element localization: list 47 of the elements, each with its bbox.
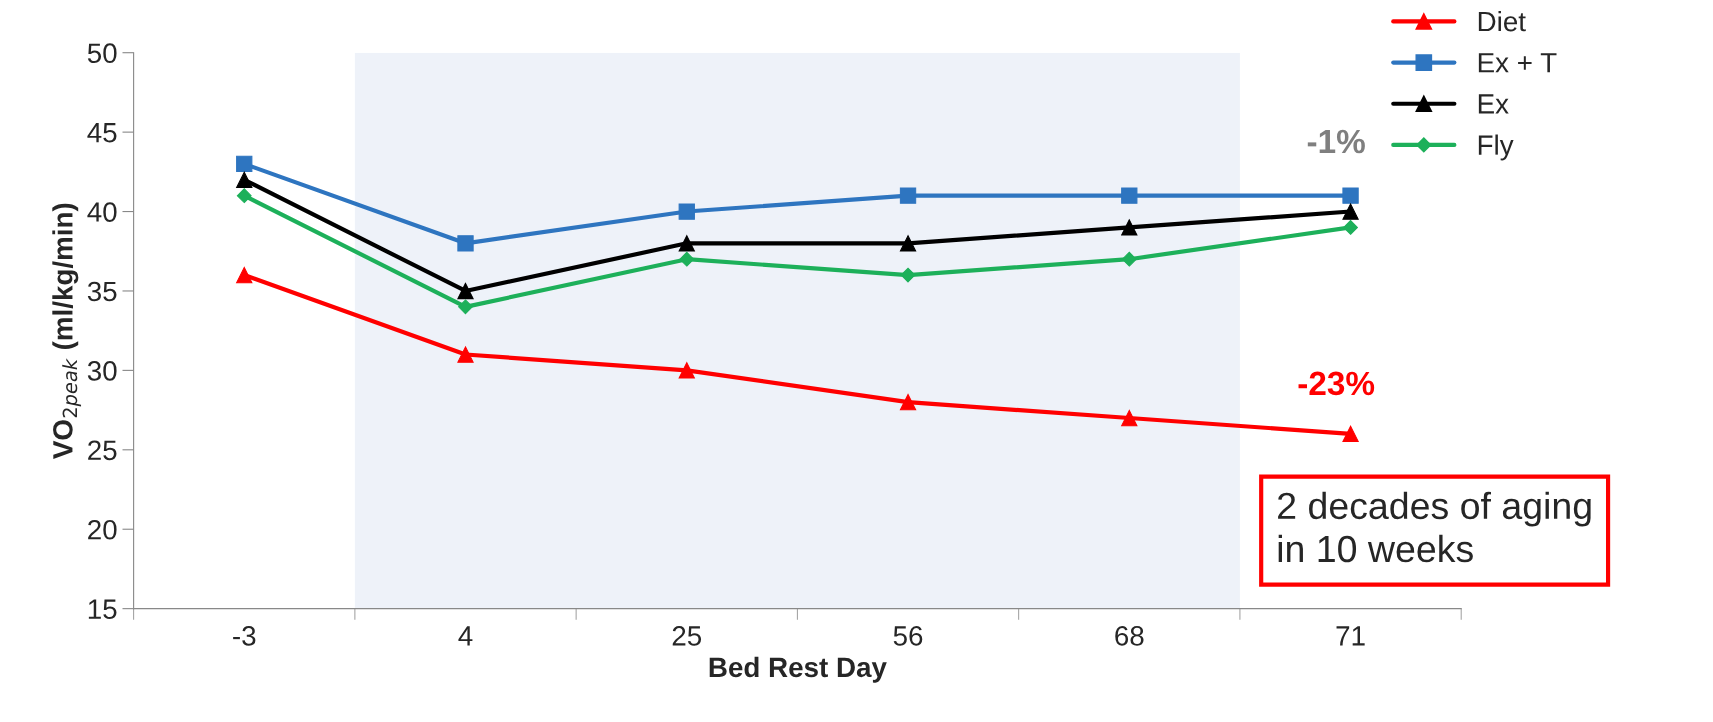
point [1342, 425, 1359, 443]
point [678, 235, 695, 252]
point [678, 362, 695, 379]
point [457, 235, 474, 252]
x-tick-label: 68 [1115, 626, 1144, 646]
point [457, 282, 474, 300]
x-tick-label: 71 [1336, 626, 1365, 646]
point [899, 235, 917, 252]
point [1121, 187, 1138, 204]
point [236, 155, 253, 173]
point [236, 188, 252, 204]
point [1121, 251, 1137, 267]
point [1342, 187, 1359, 204]
legend-label: Ex [1478, 94, 1509, 114]
annotation: -23% [1298, 371, 1375, 396]
point [899, 187, 917, 204]
annotation: -1% [1307, 129, 1365, 154]
point [899, 394, 917, 411]
y-tick-label: 40 [87, 202, 117, 222]
y-axis-title: VO$_{2peak}$ (ml/kg/min) [52, 203, 82, 459]
x-tick-label: 56 [893, 626, 923, 646]
y-tick-label: 15 [88, 599, 117, 619]
legend-label: Ex + T [1478, 53, 1557, 73]
legend-label: Fly [1478, 134, 1514, 161]
x-tick-label: -3 [233, 626, 256, 646]
point [678, 203, 695, 220]
legend-label: Diet [1478, 10, 1526, 32]
y-tick-label: 35 [87, 281, 117, 302]
y-tick-label: 25 [88, 440, 117, 461]
y-tick-label: 50 [87, 43, 117, 64]
annotation: 2 decades of aging in 10 weeks [1278, 491, 1591, 563]
point [1342, 203, 1359, 220]
point [1343, 220, 1358, 235]
x-tick-label: 4 [458, 626, 473, 646]
point [1121, 219, 1138, 236]
point [236, 266, 253, 284]
point [457, 346, 474, 363]
y-tick-label: 45 [87, 123, 117, 143]
x-tick-label: 25 [672, 626, 702, 646]
point [458, 299, 473, 315]
point [679, 251, 695, 267]
y-tick-label: 20 [88, 519, 117, 540]
point [900, 267, 916, 283]
point [1121, 409, 1138, 427]
y-tick-label: 30 [87, 361, 117, 381]
point [236, 171, 253, 188]
x-axis-title: Bed Rest Day [709, 656, 887, 683]
